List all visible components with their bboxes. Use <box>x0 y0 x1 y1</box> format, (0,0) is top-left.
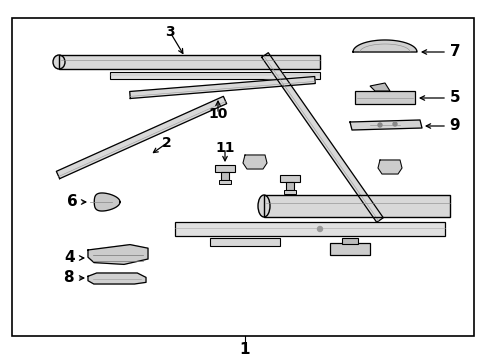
Polygon shape <box>130 77 315 99</box>
Circle shape <box>318 226 322 231</box>
Bar <box>264 195 450 217</box>
Polygon shape <box>88 244 148 264</box>
Text: 10: 10 <box>208 107 228 121</box>
Text: 11: 11 <box>215 141 235 155</box>
Bar <box>221 172 229 180</box>
Bar <box>59 55 320 69</box>
Ellipse shape <box>258 195 270 217</box>
Text: 5: 5 <box>450 90 460 105</box>
Text: 9: 9 <box>450 117 460 132</box>
Bar <box>175 222 445 236</box>
Circle shape <box>378 123 382 127</box>
Circle shape <box>393 122 397 126</box>
Bar <box>284 190 296 194</box>
Bar <box>210 238 280 246</box>
Polygon shape <box>353 40 417 52</box>
Text: 6: 6 <box>67 194 77 210</box>
Text: 7: 7 <box>450 45 460 59</box>
Text: 1: 1 <box>240 342 250 357</box>
Bar <box>355 91 415 104</box>
Bar <box>215 165 235 172</box>
Text: 2: 2 <box>162 136 172 150</box>
Text: 3: 3 <box>165 25 175 39</box>
Polygon shape <box>378 160 402 174</box>
Bar <box>330 243 370 255</box>
Bar <box>280 175 300 182</box>
Polygon shape <box>94 193 120 211</box>
Bar <box>342 238 358 244</box>
Ellipse shape <box>53 55 65 69</box>
Polygon shape <box>262 53 383 222</box>
Bar <box>12 18 474 336</box>
Polygon shape <box>370 83 390 91</box>
Bar <box>264 195 450 217</box>
Bar <box>286 182 294 190</box>
Text: 4: 4 <box>65 251 75 266</box>
Bar <box>110 72 320 79</box>
Polygon shape <box>243 155 267 169</box>
Polygon shape <box>88 273 146 284</box>
Text: 8: 8 <box>63 270 74 285</box>
Polygon shape <box>56 96 227 179</box>
Bar <box>59 55 320 69</box>
Polygon shape <box>350 120 422 130</box>
Bar <box>219 180 231 184</box>
